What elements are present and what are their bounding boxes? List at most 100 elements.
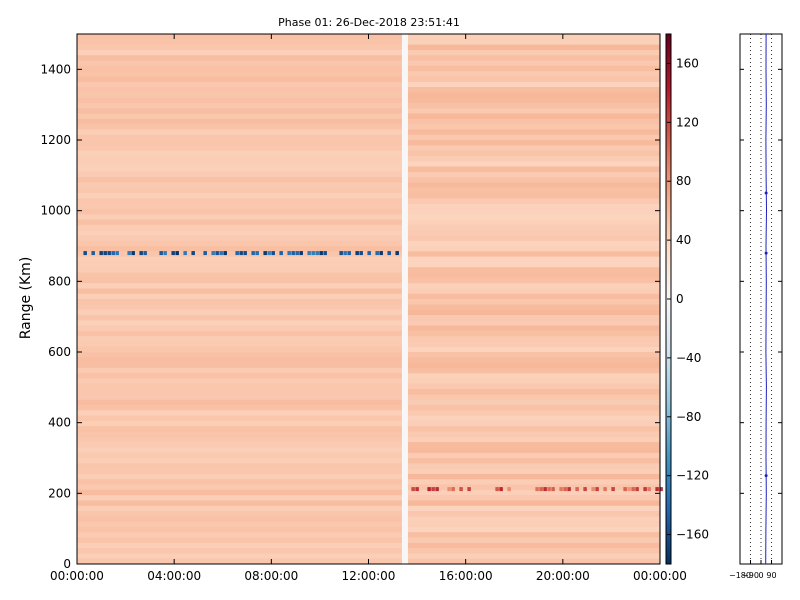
heatmap-row-cell	[407, 272, 660, 278]
heatmap-row-cell	[77, 81, 403, 87]
heatmap-row-cell	[407, 214, 660, 220]
heatmap-row-cell	[77, 505, 403, 511]
heatmap-row-cell	[407, 516, 660, 522]
heatmap-row-cell	[407, 389, 660, 395]
heatmap-band-cell	[367, 251, 371, 256]
heatmap-row-cell	[77, 489, 403, 496]
heatmap-band-cell	[339, 251, 343, 256]
heatmap-row-cell	[407, 352, 660, 358]
profile-series-line	[765, 33, 768, 565]
heatmap-band-cell	[163, 251, 167, 256]
heatmap-row-cell	[77, 442, 403, 448]
heatmap-row-cell	[77, 145, 403, 151]
heatmap-row-cell	[407, 479, 660, 485]
heatmap-row-cell	[407, 55, 660, 61]
heatmap-row-cell	[77, 479, 403, 485]
heatmap-row-cell	[407, 261, 660, 268]
heatmap-row-cell	[407, 108, 660, 114]
heatmap-row-cell	[77, 267, 403, 273]
heatmap-row-cell	[407, 246, 660, 252]
heatmap-band-cell	[215, 251, 219, 256]
heatmap-band-cell	[307, 251, 311, 256]
heatmap-row-cell	[407, 129, 660, 135]
profile-x-tick-label: 90	[766, 571, 776, 580]
heatmap-band-cell	[235, 251, 239, 256]
heatmap-band-cell	[539, 487, 543, 492]
heatmap-row-cell	[77, 283, 403, 289]
heatmap-row-cell	[407, 203, 660, 209]
heatmap-row-cell	[407, 468, 660, 474]
heatmap-row-cell	[77, 420, 403, 427]
heatmap-band-cell	[223, 251, 227, 256]
heatmap-band-cell	[319, 251, 323, 256]
heatmap-row-cell	[407, 500, 660, 506]
heatmap-row-cell	[77, 463, 403, 469]
heatmap-row-cell	[407, 304, 660, 310]
heatmap-row-cell	[77, 389, 403, 395]
heatmap-band-cell	[175, 251, 179, 256]
x-tick-label: 08:00:00	[244, 569, 298, 583]
heatmap-row-cell	[77, 458, 403, 464]
chart-title: Phase 01: 26-Dec-2018 23:51:41	[278, 16, 460, 29]
heatmap-row-cell	[407, 49, 660, 56]
heatmap-band-cell	[159, 251, 163, 256]
heatmap-row-cell	[407, 458, 660, 464]
heatmap-row-cell	[77, 76, 403, 82]
x-tick-label: 12:00:00	[342, 569, 396, 583]
y-tick-label: 600	[48, 345, 71, 359]
colorbar-tick-label: 40	[676, 233, 691, 247]
heatmap-row-cell	[407, 447, 660, 453]
heatmap-band-cell	[427, 487, 431, 492]
heatmap-row-cell	[77, 500, 403, 506]
y-tick-label: 1400	[40, 62, 71, 76]
heatmap-row-cell	[407, 511, 660, 517]
profile-x-tick-label: 0	[758, 571, 763, 580]
heatmap-row-cell	[407, 118, 660, 125]
heatmap-row-cell	[407, 113, 660, 119]
heatmap-band-cell	[291, 251, 295, 256]
heatmap-band-cell	[623, 487, 627, 492]
heatmap-row-cell	[77, 548, 403, 554]
heatmap-row-cell	[407, 76, 660, 82]
x-tick-label: 00:00:00	[50, 569, 104, 583]
heatmap-row-cell	[407, 251, 660, 257]
profile-x-axis: −180−90 0 90	[729, 560, 777, 580]
heatmap-row-cell	[77, 214, 403, 220]
heatmap-row-cell	[77, 558, 403, 564]
heatmap-row-cell	[407, 102, 660, 109]
heatmap-row-cell	[77, 118, 403, 125]
heatmap-row-cell	[407, 34, 660, 40]
heatmap-band-cell	[387, 251, 391, 256]
heatmap-row-cell	[77, 108, 403, 114]
heatmap-band-cell	[143, 251, 147, 256]
heatmap-band-cell	[647, 487, 651, 492]
heatmap-row-cell	[77, 65, 403, 72]
heatmap-cells	[77, 34, 660, 564]
heatmap-band-cell	[255, 251, 259, 256]
y-tick-label: 400	[48, 416, 71, 430]
heatmap-band-cell	[343, 251, 347, 256]
heatmap-band-cell	[347, 251, 351, 256]
heatmap-band-cell	[263, 251, 267, 256]
heatmap-band-cell	[115, 251, 119, 256]
heatmap-row-cell	[407, 230, 660, 236]
heatmap-band-cell	[467, 487, 471, 492]
heatmap-band-cell	[447, 487, 451, 492]
heatmap-row-cell	[407, 44, 660, 50]
heatmap-y-axis: 0 200 400 600 800 1000 1200 1400	[40, 62, 660, 571]
profile-point	[764, 474, 768, 478]
heatmap-row-cell	[407, 532, 660, 538]
heatmap-row-cell	[77, 134, 403, 140]
heatmap-row-cell	[77, 436, 403, 443]
heatmap-row-cell	[77, 230, 403, 236]
heatmap-row-cell	[77, 55, 403, 61]
heatmap-row-cell	[407, 415, 660, 421]
heatmap-row-cell	[407, 71, 660, 77]
heatmap-band-cell	[631, 487, 635, 492]
heatmap-row-cell	[77, 309, 403, 315]
heatmap-row-cell	[407, 489, 660, 496]
heatmap-row-cell	[407, 150, 660, 156]
heatmap-row-cell	[77, 224, 403, 231]
heatmap-band-cell	[643, 487, 647, 492]
heatmap-row-cell	[77, 314, 403, 321]
